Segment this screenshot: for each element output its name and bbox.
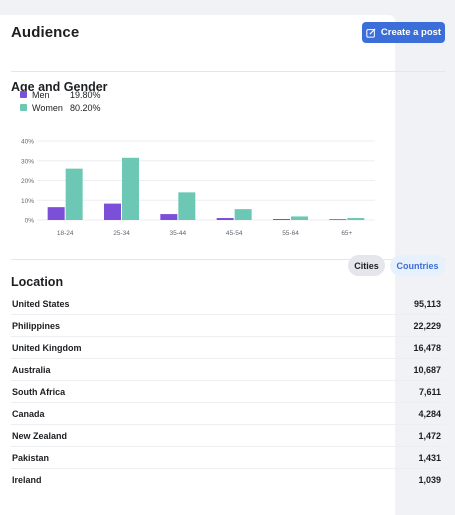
x-tick-label: 45-54 — [226, 230, 243, 237]
bar-men-35-44 — [160, 214, 178, 220]
bar-women-45-54 — [234, 209, 252, 220]
y-tick-label: 10% — [21, 198, 34, 205]
country-name: Pakistan — [12, 452, 50, 463]
tab-cities[interactable]: Cities — [348, 255, 385, 276]
location-tabs: Cities Countries — [348, 255, 445, 276]
country-name: New Zealand — [12, 430, 68, 441]
age-gender-bar-chart: 40% 30% 20% 10% 0% 18-24 25-34 35-44 45-54 55-64 6… — [21, 139, 375, 237]
country-name: Philippines — [12, 320, 61, 331]
legend-swatch-men — [20, 91, 27, 98]
audience-card — [0, 15, 395, 515]
country-name: Australia — [12, 364, 51, 375]
country-value: 1,039 — [418, 474, 441, 485]
bar-women-25-34 — [122, 157, 139, 220]
legend-swatch-women — [20, 104, 27, 111]
country-value: 22,229 — [413, 320, 441, 331]
bar-men-18-24 — [47, 207, 65, 220]
x-tick-label: 55-64 — [282, 230, 299, 237]
age-gender-title: Age and Gender — [11, 80, 108, 94]
table-row: New Zealand 1,472 — [11, 425, 445, 447]
location-title: Location — [11, 275, 64, 289]
create-post-button[interactable]: Create a post — [362, 22, 445, 43]
x-tick-label: 35-44 — [170, 230, 187, 237]
legend-item-men: Men 19.80% — [20, 88, 101, 101]
bar-women-65+ — [347, 218, 365, 220]
country-value: 7,611 — [418, 386, 441, 397]
legend-value: 19.80% — [70, 89, 101, 100]
y-tick-label: 30% — [21, 158, 34, 165]
country-name: South Africa — [12, 386, 66, 397]
country-value: 16,478 — [413, 342, 441, 353]
table-row: South Africa 7,611 — [11, 381, 445, 403]
country-name: United Kingdom — [12, 342, 82, 353]
page-title: Audience — [11, 24, 80, 41]
location-table: United States 95,113 Philippines 22,229 Unit… — [11, 293, 445, 490]
audience-header: Audience Create a post — [11, 22, 445, 46]
bar-women-55-64 — [291, 216, 308, 220]
country-value: 10,687 — [413, 364, 441, 375]
y-tick-label: 0% — [25, 218, 35, 225]
x-tick-label: 18-24 — [57, 230, 74, 237]
create-post-label: Create a post — [380, 27, 442, 38]
y-tick-label: 40% — [21, 139, 34, 146]
divider — [11, 259, 445, 260]
bar-men-65+ — [329, 219, 347, 221]
table-row: Ireland 1,039 — [11, 469, 445, 490]
tab-countries[interactable]: Countries — [390, 255, 445, 276]
bar-women-35-44 — [178, 192, 196, 220]
legend-label: Men — [32, 89, 50, 100]
legend-item-women: Women 80.20% — [20, 101, 101, 114]
x-tick-label: 65+ — [341, 230, 352, 237]
legend-label: Women — [32, 102, 63, 113]
divider — [11, 71, 445, 72]
country-name: Ireland — [12, 474, 42, 485]
country-value: 95,113 — [413, 298, 441, 309]
table-row: Australia 10,687 — [11, 359, 445, 381]
country-name: United States — [12, 298, 70, 309]
country-value: 4,284 — [418, 408, 441, 419]
bar-women-18-24 — [65, 168, 83, 220]
chart-legend: Men 19.80% Women 80.20% — [20, 88, 101, 114]
table-row: United Kingdom 16,478 — [11, 337, 445, 359]
bar-men-25-34 — [104, 203, 121, 220]
country-value: 1,431 — [418, 452, 441, 463]
edit-icon — [366, 28, 376, 38]
x-tick-label: 25-34 — [113, 230, 130, 237]
y-tick-label: 20% — [21, 178, 34, 185]
table-row: Pakistan 1,431 — [11, 447, 445, 469]
bar-men-55-64 — [273, 219, 290, 220]
country-name: Canada — [12, 408, 45, 419]
legend-value: 80.20% — [70, 102, 101, 113]
table-row: United States 95,113 — [11, 293, 445, 315]
table-row: Canada 4,284 — [11, 403, 445, 425]
table-row: Philippines 22,229 — [11, 315, 445, 337]
bar-men-45-54 — [216, 218, 234, 220]
country-value: 1,472 — [418, 430, 441, 441]
